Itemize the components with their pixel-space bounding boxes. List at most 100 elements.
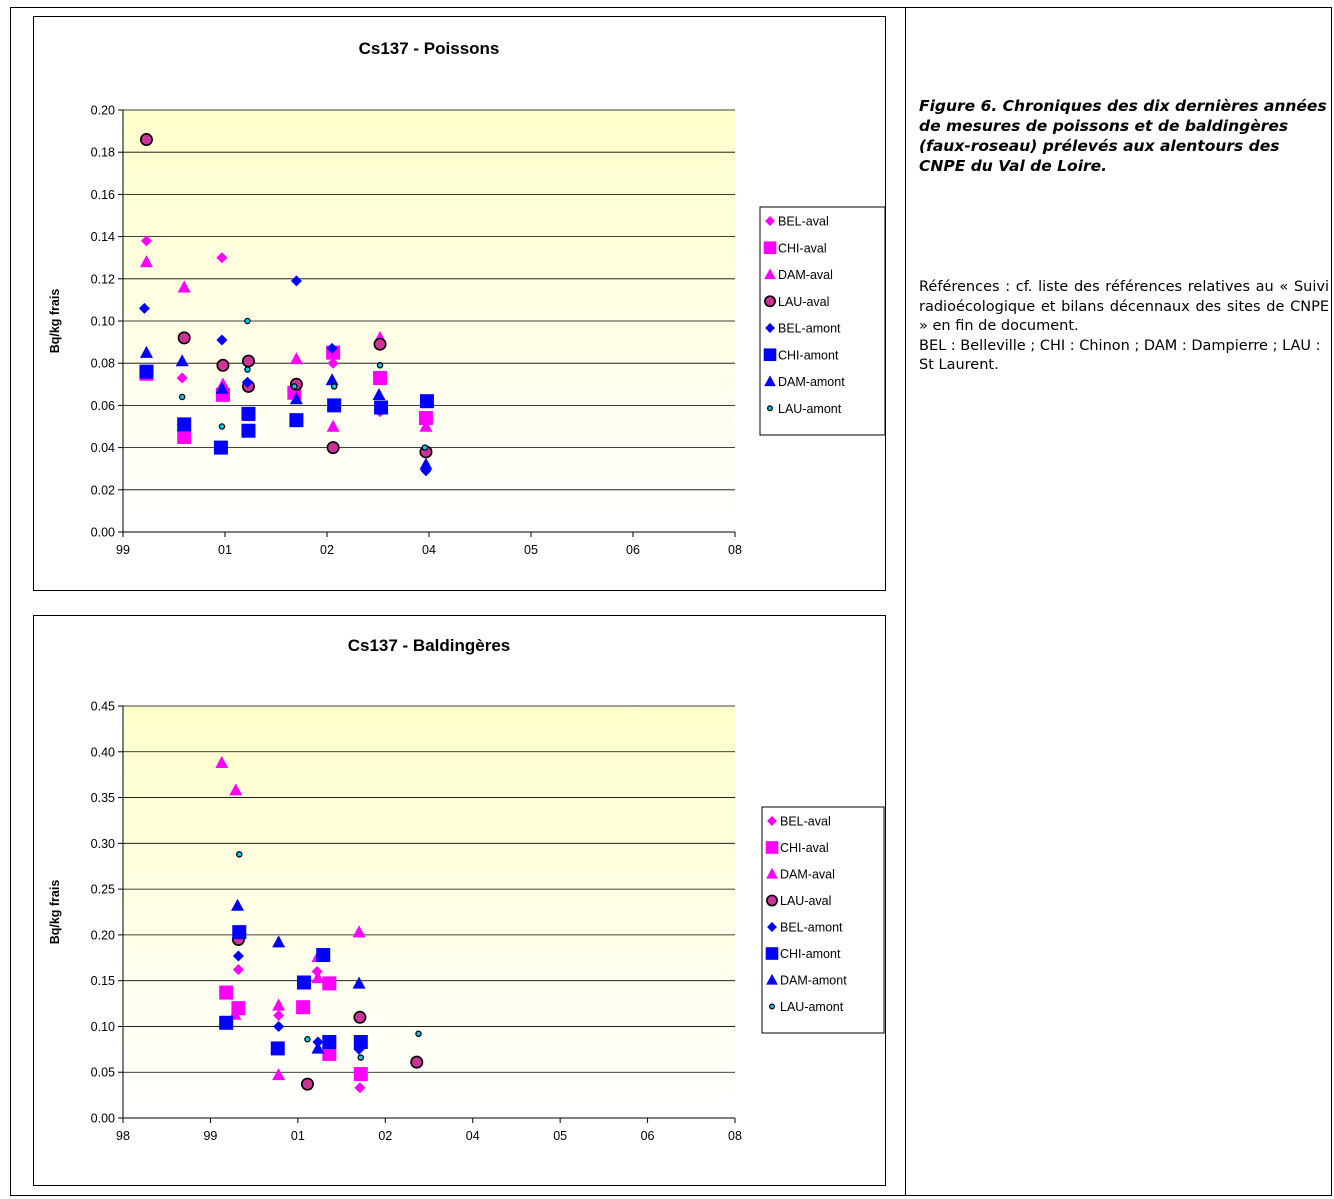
y-axis-label: Bq/kg frais bbox=[48, 289, 62, 354]
legend-label: CHI-amont bbox=[778, 348, 839, 362]
y-tick-label: 0.05 bbox=[91, 1066, 115, 1080]
series-chi-amont bbox=[139, 364, 434, 455]
y-tick-label: 0.10 bbox=[91, 1020, 115, 1034]
legend-label: DAM-amont bbox=[780, 974, 847, 988]
y-tick-label: 0.08 bbox=[91, 357, 115, 371]
data-point bbox=[354, 1082, 366, 1094]
data-point bbox=[273, 1009, 285, 1021]
legend-marker bbox=[767, 922, 777, 932]
data-point bbox=[140, 235, 152, 247]
data-point bbox=[231, 898, 245, 911]
data-point bbox=[327, 398, 342, 413]
page-frame bbox=[10, 7, 1332, 1196]
legend-marker bbox=[763, 241, 777, 255]
legend-label: DAM-aval bbox=[780, 868, 835, 882]
data-point bbox=[376, 362, 384, 369]
y-tick-label: 0.40 bbox=[91, 745, 115, 759]
x-tick-label: 05 bbox=[524, 543, 538, 557]
data-point bbox=[216, 252, 228, 264]
chart-baldingeres-svg: Cs137 - Baldingères 0.00 0.05 0.10 0.15 0.20 0… bbox=[48, 636, 885, 1143]
y-tick-label: 0.45 bbox=[91, 700, 115, 714]
y-tick-label: 0.00 bbox=[91, 526, 115, 540]
data-point bbox=[421, 444, 429, 451]
abbreviations-paragraph: BEL : Belleville ; CHI : Chinon ; DAM : … bbox=[919, 337, 1321, 374]
data-point bbox=[322, 976, 337, 991]
data-point bbox=[177, 280, 191, 293]
data-point bbox=[353, 1010, 367, 1024]
legend-marker bbox=[764, 295, 776, 308]
series-dam-amont bbox=[231, 898, 366, 1054]
data-point bbox=[244, 366, 251, 373]
data-point bbox=[236, 851, 243, 858]
data-point bbox=[215, 755, 229, 768]
data-point bbox=[272, 998, 286, 1011]
series-dam-amont bbox=[139, 345, 433, 470]
legend-marker bbox=[765, 323, 775, 333]
data-point bbox=[232, 925, 247, 940]
chart-baldingeres: Cs137 - Baldingères 0.00 0.05 0.10 0.15 0.20 0… bbox=[33, 615, 886, 1186]
legend-label: BEL-amont bbox=[778, 322, 841, 336]
y-tick-label: 0.04 bbox=[91, 441, 115, 455]
y-tick-label: 0.20 bbox=[91, 928, 115, 942]
legend-label: BEL-aval bbox=[780, 815, 831, 829]
data-point bbox=[352, 925, 366, 938]
data-point bbox=[139, 133, 153, 147]
chart-poissons: Cs137 - Poissons 0.00 0.02 0.04 0.06 0.08 0.10… bbox=[33, 16, 886, 591]
legend-label: CHI-amont bbox=[780, 947, 841, 961]
series-chi-aval bbox=[219, 976, 368, 1082]
legend-marker bbox=[764, 268, 776, 280]
data-point bbox=[316, 948, 331, 963]
data-point bbox=[177, 331, 191, 345]
data-point bbox=[272, 935, 286, 948]
data-point bbox=[357, 1054, 365, 1061]
data-point bbox=[139, 345, 153, 358]
x-tick-label: 01 bbox=[218, 543, 232, 557]
data-point bbox=[327, 357, 339, 369]
chart-title: Cs137 - Poissons bbox=[359, 39, 500, 58]
legend-label: LAU-aval bbox=[780, 894, 831, 908]
data-point bbox=[272, 1068, 286, 1081]
chart-poissons-svg: Cs137 - Poissons 0.00 0.02 0.04 0.06 0.08 0.10… bbox=[48, 39, 886, 557]
legend-marker bbox=[766, 973, 778, 985]
data-point bbox=[241, 423, 256, 438]
data-point bbox=[218, 423, 226, 430]
data-point bbox=[175, 354, 189, 367]
y-tick-label: 0.16 bbox=[91, 188, 115, 202]
data-point bbox=[244, 317, 251, 325]
data-point bbox=[232, 950, 244, 962]
figure-caption: Figure 6. Chroniques des dix dernières a… bbox=[919, 97, 1327, 175]
data-point bbox=[241, 376, 253, 388]
y-tick-label: 0.14 bbox=[91, 230, 115, 244]
x-tick-label: 08 bbox=[728, 1129, 742, 1143]
legend-box bbox=[761, 806, 885, 1034]
data-point bbox=[374, 400, 389, 415]
data-point bbox=[289, 352, 303, 365]
x-tick-label: 08 bbox=[728, 543, 742, 557]
data-point bbox=[273, 1020, 285, 1032]
data-point bbox=[311, 966, 323, 978]
legend-label: LAU-amont bbox=[778, 402, 842, 416]
x-tick-label: 06 bbox=[641, 1129, 655, 1143]
data-point bbox=[326, 441, 340, 455]
data-point bbox=[139, 364, 154, 379]
data-point bbox=[326, 342, 338, 354]
data-point bbox=[304, 1036, 311, 1043]
data-point bbox=[352, 976, 366, 989]
data-point bbox=[372, 388, 386, 401]
data-point bbox=[419, 457, 433, 470]
data-point bbox=[311, 971, 325, 984]
data-point bbox=[325, 373, 339, 386]
legend-marker bbox=[767, 405, 773, 412]
data-point bbox=[229, 783, 243, 796]
x-tick-label: 98 bbox=[116, 1129, 130, 1143]
x-tick-label: 02 bbox=[378, 1129, 392, 1143]
data-point bbox=[322, 1046, 337, 1061]
data-point bbox=[216, 358, 230, 372]
data-point bbox=[176, 372, 188, 384]
legend: BEL-aval CHI-aval DAM-aval LAU-aval BEL-amon… bbox=[761, 806, 885, 1034]
legend-marker bbox=[767, 816, 777, 826]
legend-marker bbox=[765, 947, 779, 960]
data-point bbox=[178, 393, 186, 401]
data-point bbox=[289, 413, 304, 428]
references-text: Références : cf. liste des références re… bbox=[919, 278, 1329, 376]
